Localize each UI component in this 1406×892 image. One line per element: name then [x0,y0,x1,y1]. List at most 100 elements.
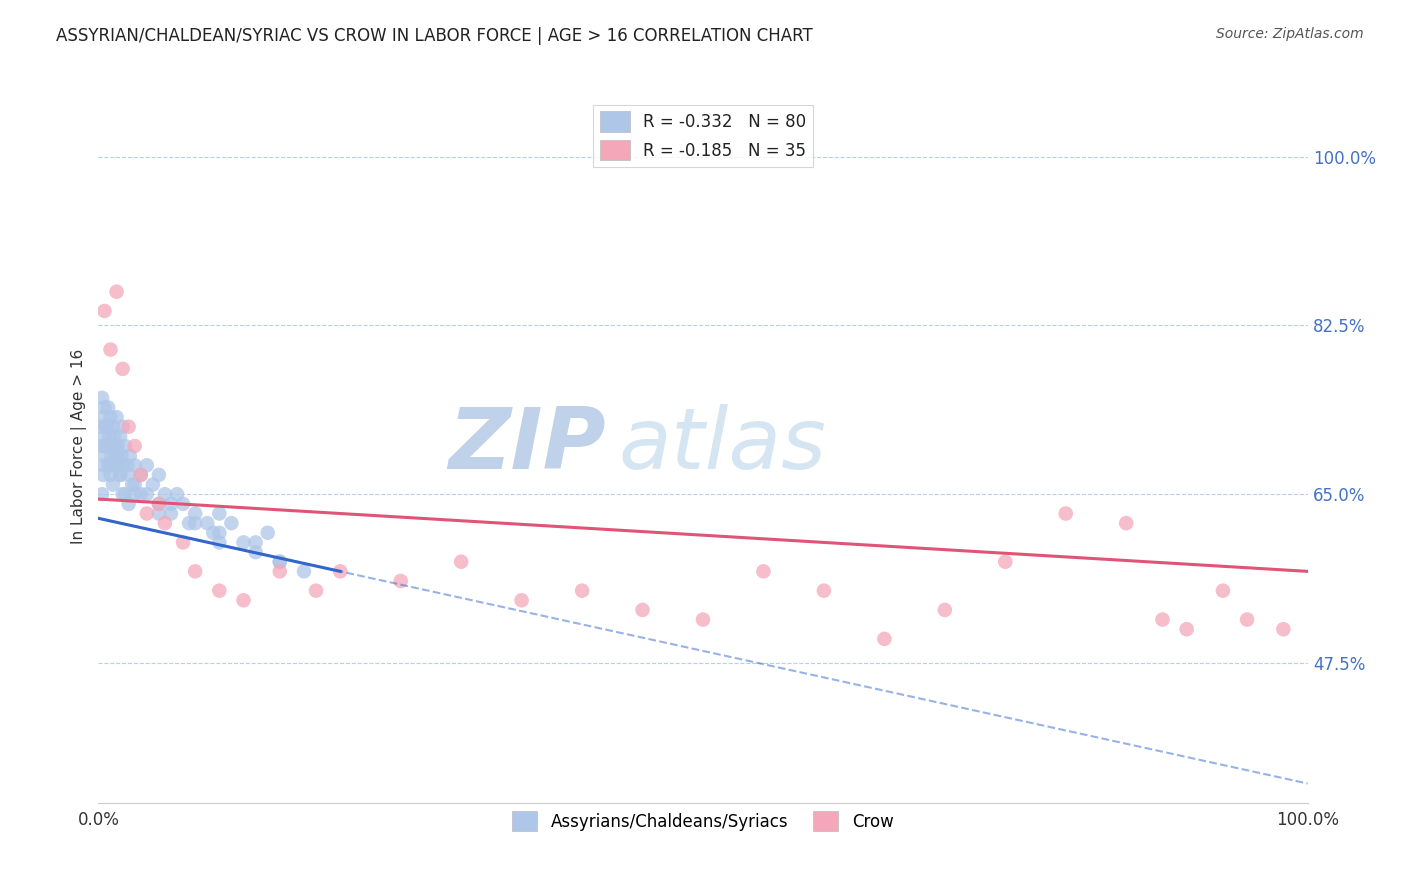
Point [94,419,117,434]
Point [1054,507,1077,521]
Point [110,449,132,463]
Point [208,583,231,598]
Point [111,419,134,434]
Point [994,555,1017,569]
Point [105,458,128,473]
Point [269,555,291,569]
Point [124,487,146,501]
Point [184,507,207,521]
Point [148,467,170,482]
Point [129,467,152,482]
Point [114,487,136,501]
Point [91,391,114,405]
Point [148,497,170,511]
Point [90,419,112,434]
Point [232,535,254,549]
Point [100,410,122,425]
Point [108,467,131,482]
Point [97,419,120,434]
Point [135,507,157,521]
Point [94,419,117,434]
Point [329,565,352,579]
Point [153,516,176,530]
Point [135,458,157,473]
Point [1212,583,1234,598]
Point [692,613,714,627]
Point [105,449,128,463]
Y-axis label: In Labor Force | Age > 16: In Labor Force | Age > 16 [72,349,87,543]
Point [97,401,120,415]
Point [195,516,218,530]
Legend: Assyrians/Chaldeans/Syriacs, Crow: Assyrians/Chaldeans/Syriacs, Crow [506,805,900,838]
Point [107,439,129,453]
Point [121,477,143,491]
Point [117,458,139,473]
Point [91,487,114,501]
Point [135,487,157,501]
Point [184,516,207,530]
Point [172,497,194,511]
Point [93,429,115,443]
Point [114,439,136,453]
Point [101,419,124,434]
Point [1272,622,1295,636]
Point [160,497,183,511]
Point [91,410,114,425]
Point [91,439,114,453]
Point [571,583,593,598]
Text: ZIP: ZIP [449,404,606,488]
Point [1152,613,1174,627]
Point [269,555,291,569]
Text: Source: ZipAtlas.com: Source: ZipAtlas.com [1216,27,1364,41]
Point [148,507,170,521]
Point [208,507,231,521]
Point [142,477,165,491]
Point [118,497,141,511]
Point [108,429,131,443]
Point [179,516,201,530]
Point [1175,622,1198,636]
Point [166,487,188,501]
Point [184,565,207,579]
Point [118,449,141,463]
Point [93,401,115,415]
Point [93,449,115,463]
Point [105,285,128,299]
Point [129,487,152,501]
Point [245,535,267,549]
Point [124,439,146,453]
Point [208,525,231,540]
Point [93,304,115,318]
Point [129,467,152,482]
Point [100,439,122,453]
Point [105,410,128,425]
Point [91,467,114,482]
Point [93,439,115,453]
Point [105,449,128,463]
Point [103,429,125,443]
Point [96,439,118,453]
Point [873,632,896,646]
Point [118,419,141,434]
Point [111,458,134,473]
Point [256,525,278,540]
Point [108,467,131,482]
Point [91,458,114,473]
Point [153,487,176,501]
Point [269,565,291,579]
Point [118,467,141,482]
Point [813,583,835,598]
Point [450,555,472,569]
Text: atlas: atlas [619,404,827,488]
Point [305,583,328,598]
Point [101,458,124,473]
Point [100,458,122,473]
Point [124,477,146,491]
Point [104,439,127,453]
Point [208,535,231,549]
Point [752,565,775,579]
Point [124,458,146,473]
Text: ASSYRIAN/CHALDEAN/SYRIAC VS CROW IN LABOR FORCE | AGE > 16 CORRELATION CHART: ASSYRIAN/CHALDEAN/SYRIAC VS CROW IN LABO… [56,27,813,45]
Point [100,467,122,482]
Point [934,603,956,617]
